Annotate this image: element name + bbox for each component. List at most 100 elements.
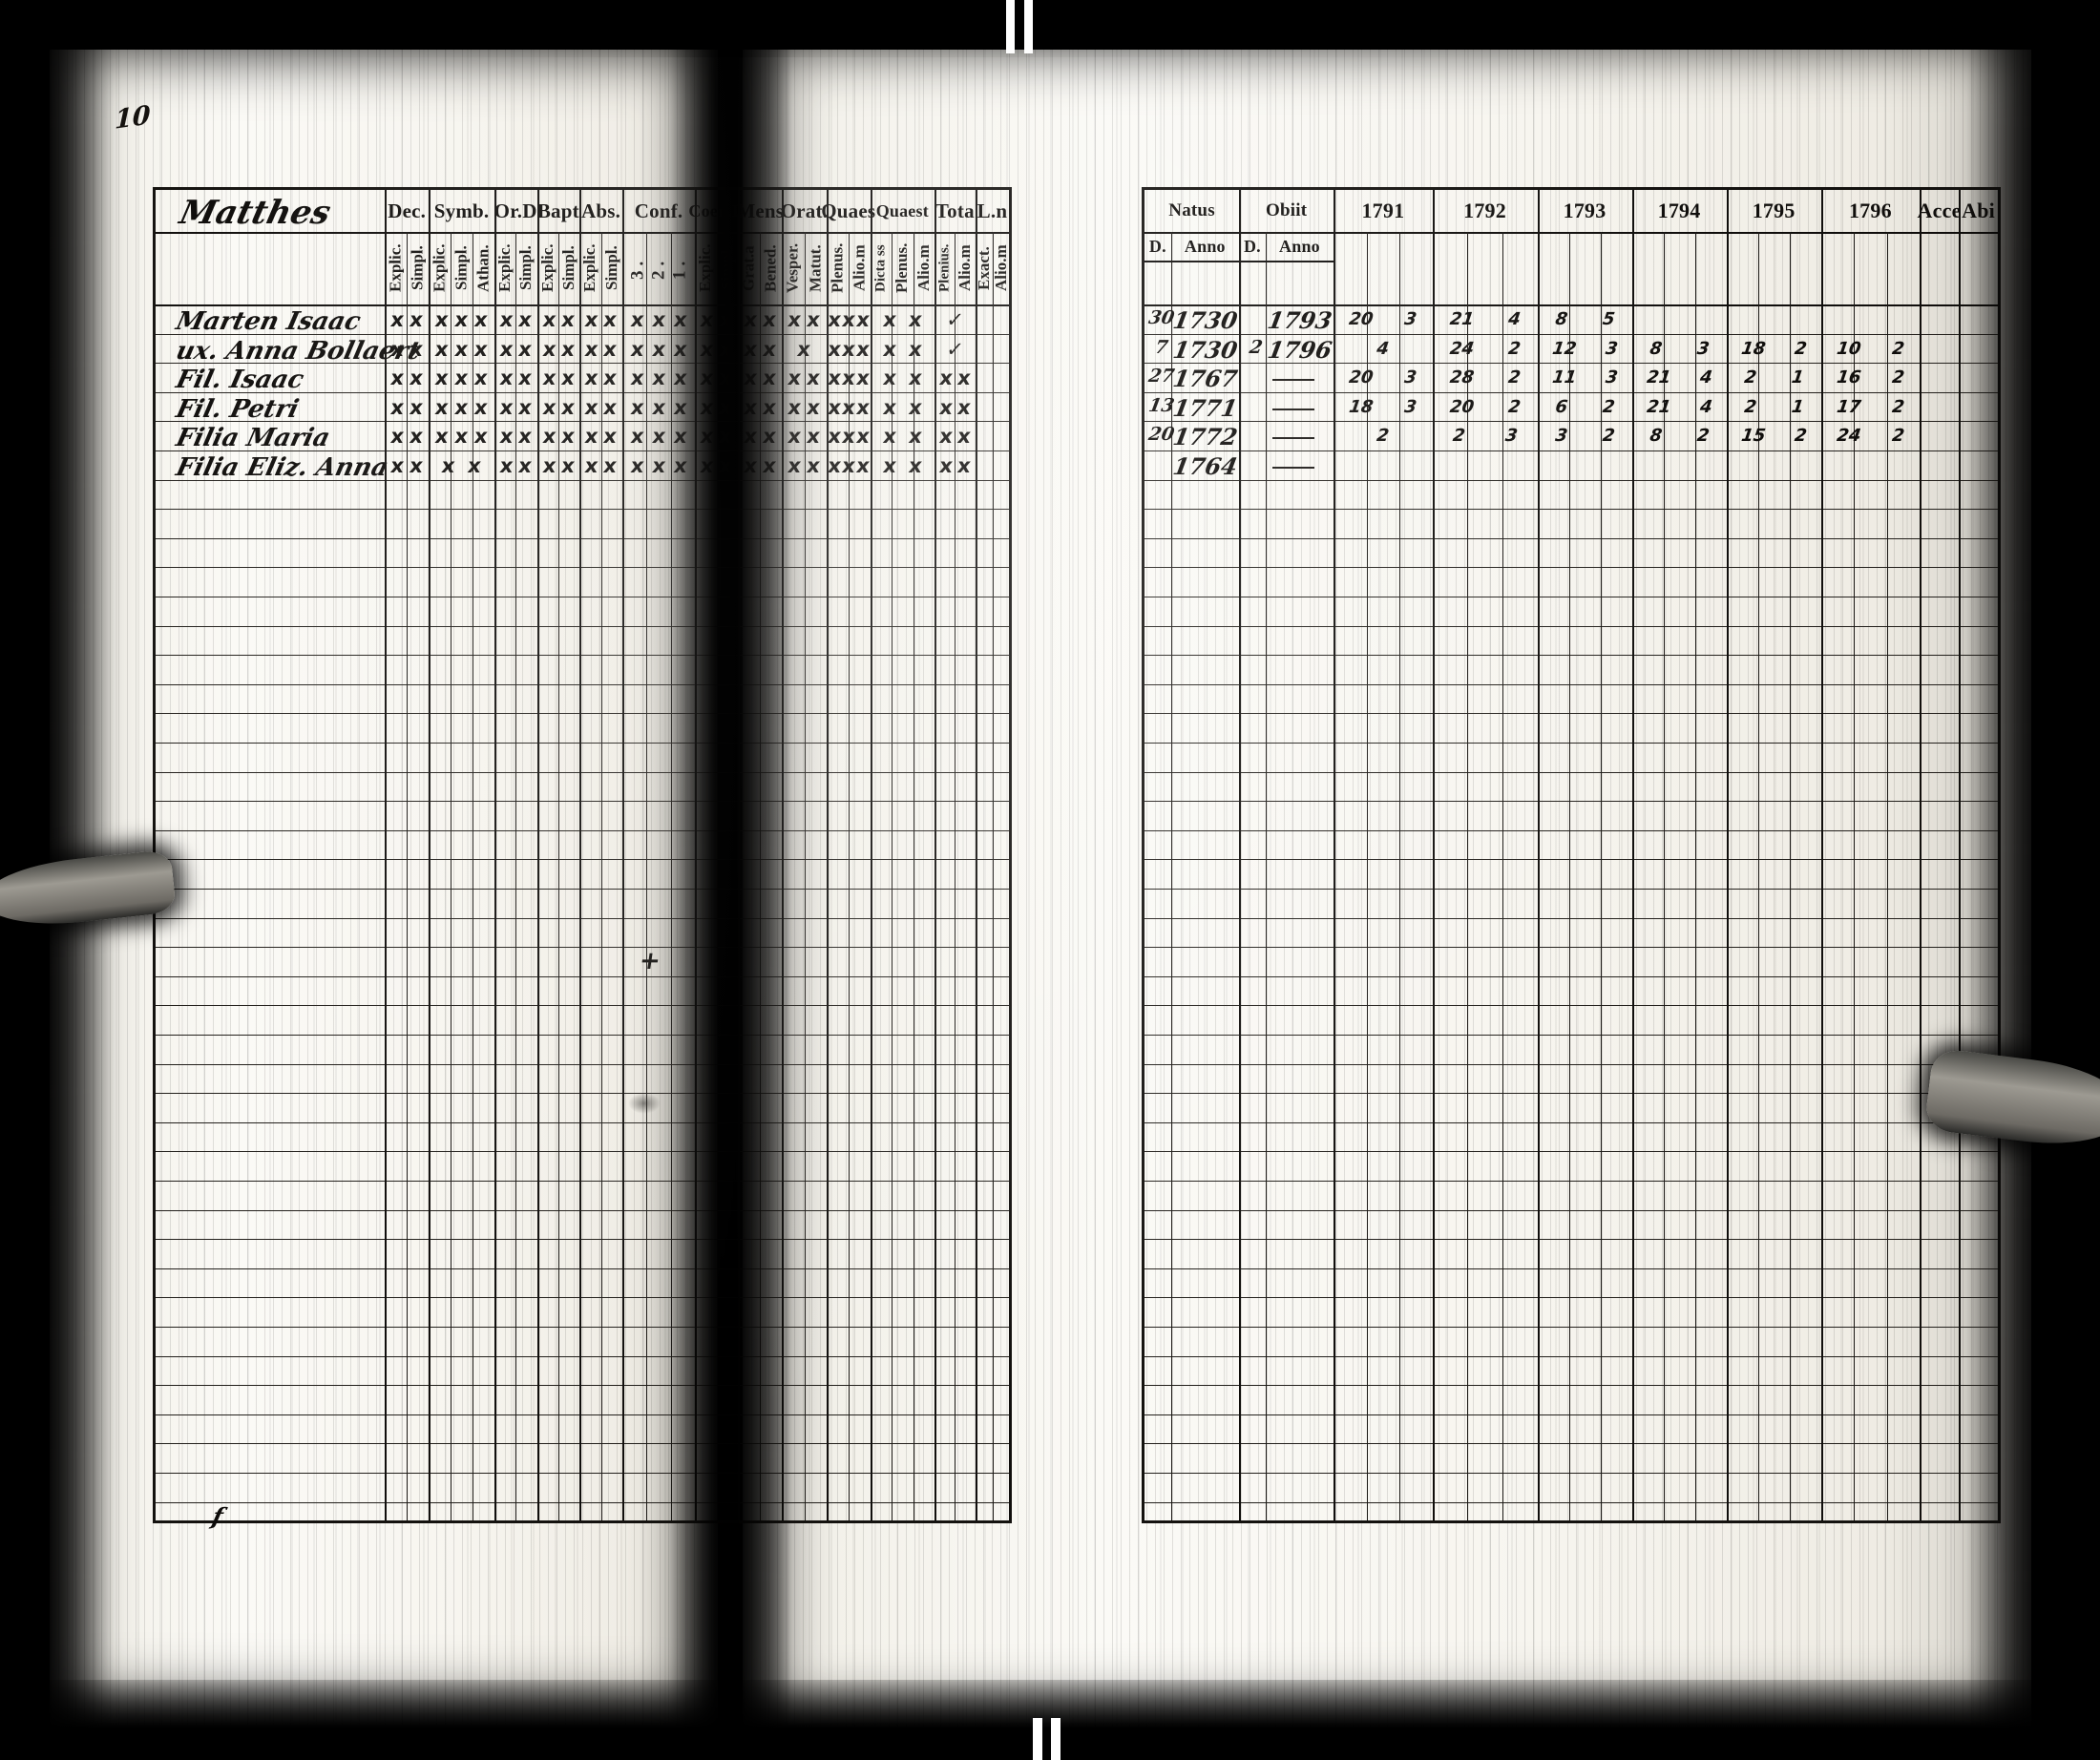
natus-anno: 1767 (1170, 365, 1240, 393)
left-conf-numbers: 3. 2. 1. (622, 234, 696, 303)
tick-mark: x (629, 396, 646, 420)
right-column-header-3: 1791 (1361, 199, 1405, 222)
tick-mark: x (840, 454, 857, 478)
year-entry-y1791: 4 (1332, 337, 1434, 361)
left-group-divider (870, 190, 872, 1520)
tick-mark: x (388, 396, 406, 420)
year-entry-y1796: 10 2 (1819, 337, 1922, 361)
year-value: 2 (1506, 396, 1522, 417)
tick-mark: x (388, 425, 406, 449)
tick-mark: x (650, 367, 667, 390)
left-row-line (156, 567, 1009, 569)
tick-mark: x (433, 337, 451, 361)
tick-mark: x (629, 367, 646, 390)
left-row-name: Fil. Isaac (173, 366, 307, 395)
right-group-divider (1432, 190, 1435, 1520)
tick-mark: x (559, 337, 576, 361)
left-row-line (156, 683, 1009, 685)
left-row-line (156, 450, 1009, 451)
right-column-header-6: 1794 (1657, 199, 1701, 222)
tick-mark: x (672, 367, 689, 390)
tick-mark: x (672, 337, 689, 361)
year-value: 2 (1793, 338, 1808, 359)
year-value: 20 (1448, 396, 1476, 417)
left-sub-header: Explic. (537, 243, 556, 293)
natus-anno: 1730 (1170, 335, 1240, 364)
left-row-line (156, 801, 1009, 803)
left-column-header-13: L.n (976, 199, 1008, 222)
tick-mark: x (497, 367, 514, 390)
right-row-line (1144, 1035, 1998, 1036)
year-entry-y1793: 12 3 (1536, 337, 1634, 361)
obiit-anno: 1796 (1265, 335, 1334, 364)
tick-mark: x (787, 425, 803, 449)
tick-mark: x (826, 367, 843, 390)
tick-mark: x (742, 425, 759, 449)
year-value: 2 (1451, 426, 1466, 447)
left-sub-divider (600, 232, 602, 1520)
tick-mark: x (956, 454, 973, 478)
right-row-line (1144, 889, 1998, 890)
right-subheader-separator (1144, 304, 1998, 306)
left-row-line (156, 421, 1009, 423)
tick-mark: x (717, 337, 734, 361)
right-group-divider (1631, 190, 1634, 1520)
right-year-subdivider (1600, 232, 1602, 1520)
left-sub-divider (407, 232, 409, 1520)
tick-mark: x (540, 396, 557, 420)
tick-mark: x (516, 367, 534, 390)
obiit-dash (1271, 379, 1315, 381)
left-row-line (156, 1151, 1009, 1153)
tick-mark: x (408, 396, 425, 420)
tick-mark: x (699, 308, 716, 332)
tick-mark: x (408, 454, 425, 478)
tick-mark: x (388, 454, 406, 478)
year-value: 2 (1506, 338, 1522, 359)
left-sub-header: Dicta ss (872, 244, 889, 292)
left-column-header-4: Bapt (536, 199, 579, 222)
tick-mark: x (805, 396, 822, 420)
left-sub-header: Alio.m (850, 244, 869, 292)
tick-mark: x (956, 396, 973, 420)
left-sub-header: Plenius. (936, 243, 953, 293)
tick-mark: x (453, 308, 471, 332)
tick-mark: x (826, 337, 843, 361)
tick-mark: x (937, 425, 955, 449)
tick-mark: x (937, 367, 955, 390)
tick-mark: x (717, 454, 734, 478)
left-sub-divider (557, 232, 559, 1520)
tick-mark: x (472, 308, 490, 332)
left-sub-header: Bened. (761, 244, 780, 292)
left-sub-header: Explic. (580, 243, 599, 293)
left-row-line (156, 1443, 1009, 1445)
tick-mark: x (629, 337, 646, 361)
left-row-line (156, 625, 1009, 627)
year-value: 2 (1890, 367, 1906, 388)
year-value: 2 (1890, 396, 1906, 417)
right-header-separator (1144, 232, 1998, 234)
right-column-header-1: Natus (1168, 200, 1215, 220)
year-value: 21 (1645, 396, 1672, 417)
left-subheader-separator (156, 304, 1009, 306)
left-row-line (156, 1093, 1009, 1095)
year-value: 20 (1348, 308, 1376, 329)
tick-mark: x (540, 454, 557, 478)
natus-anno: 1771 (1170, 393, 1240, 422)
tick-mark: x (826, 396, 843, 420)
tick-mark: x (497, 396, 514, 420)
